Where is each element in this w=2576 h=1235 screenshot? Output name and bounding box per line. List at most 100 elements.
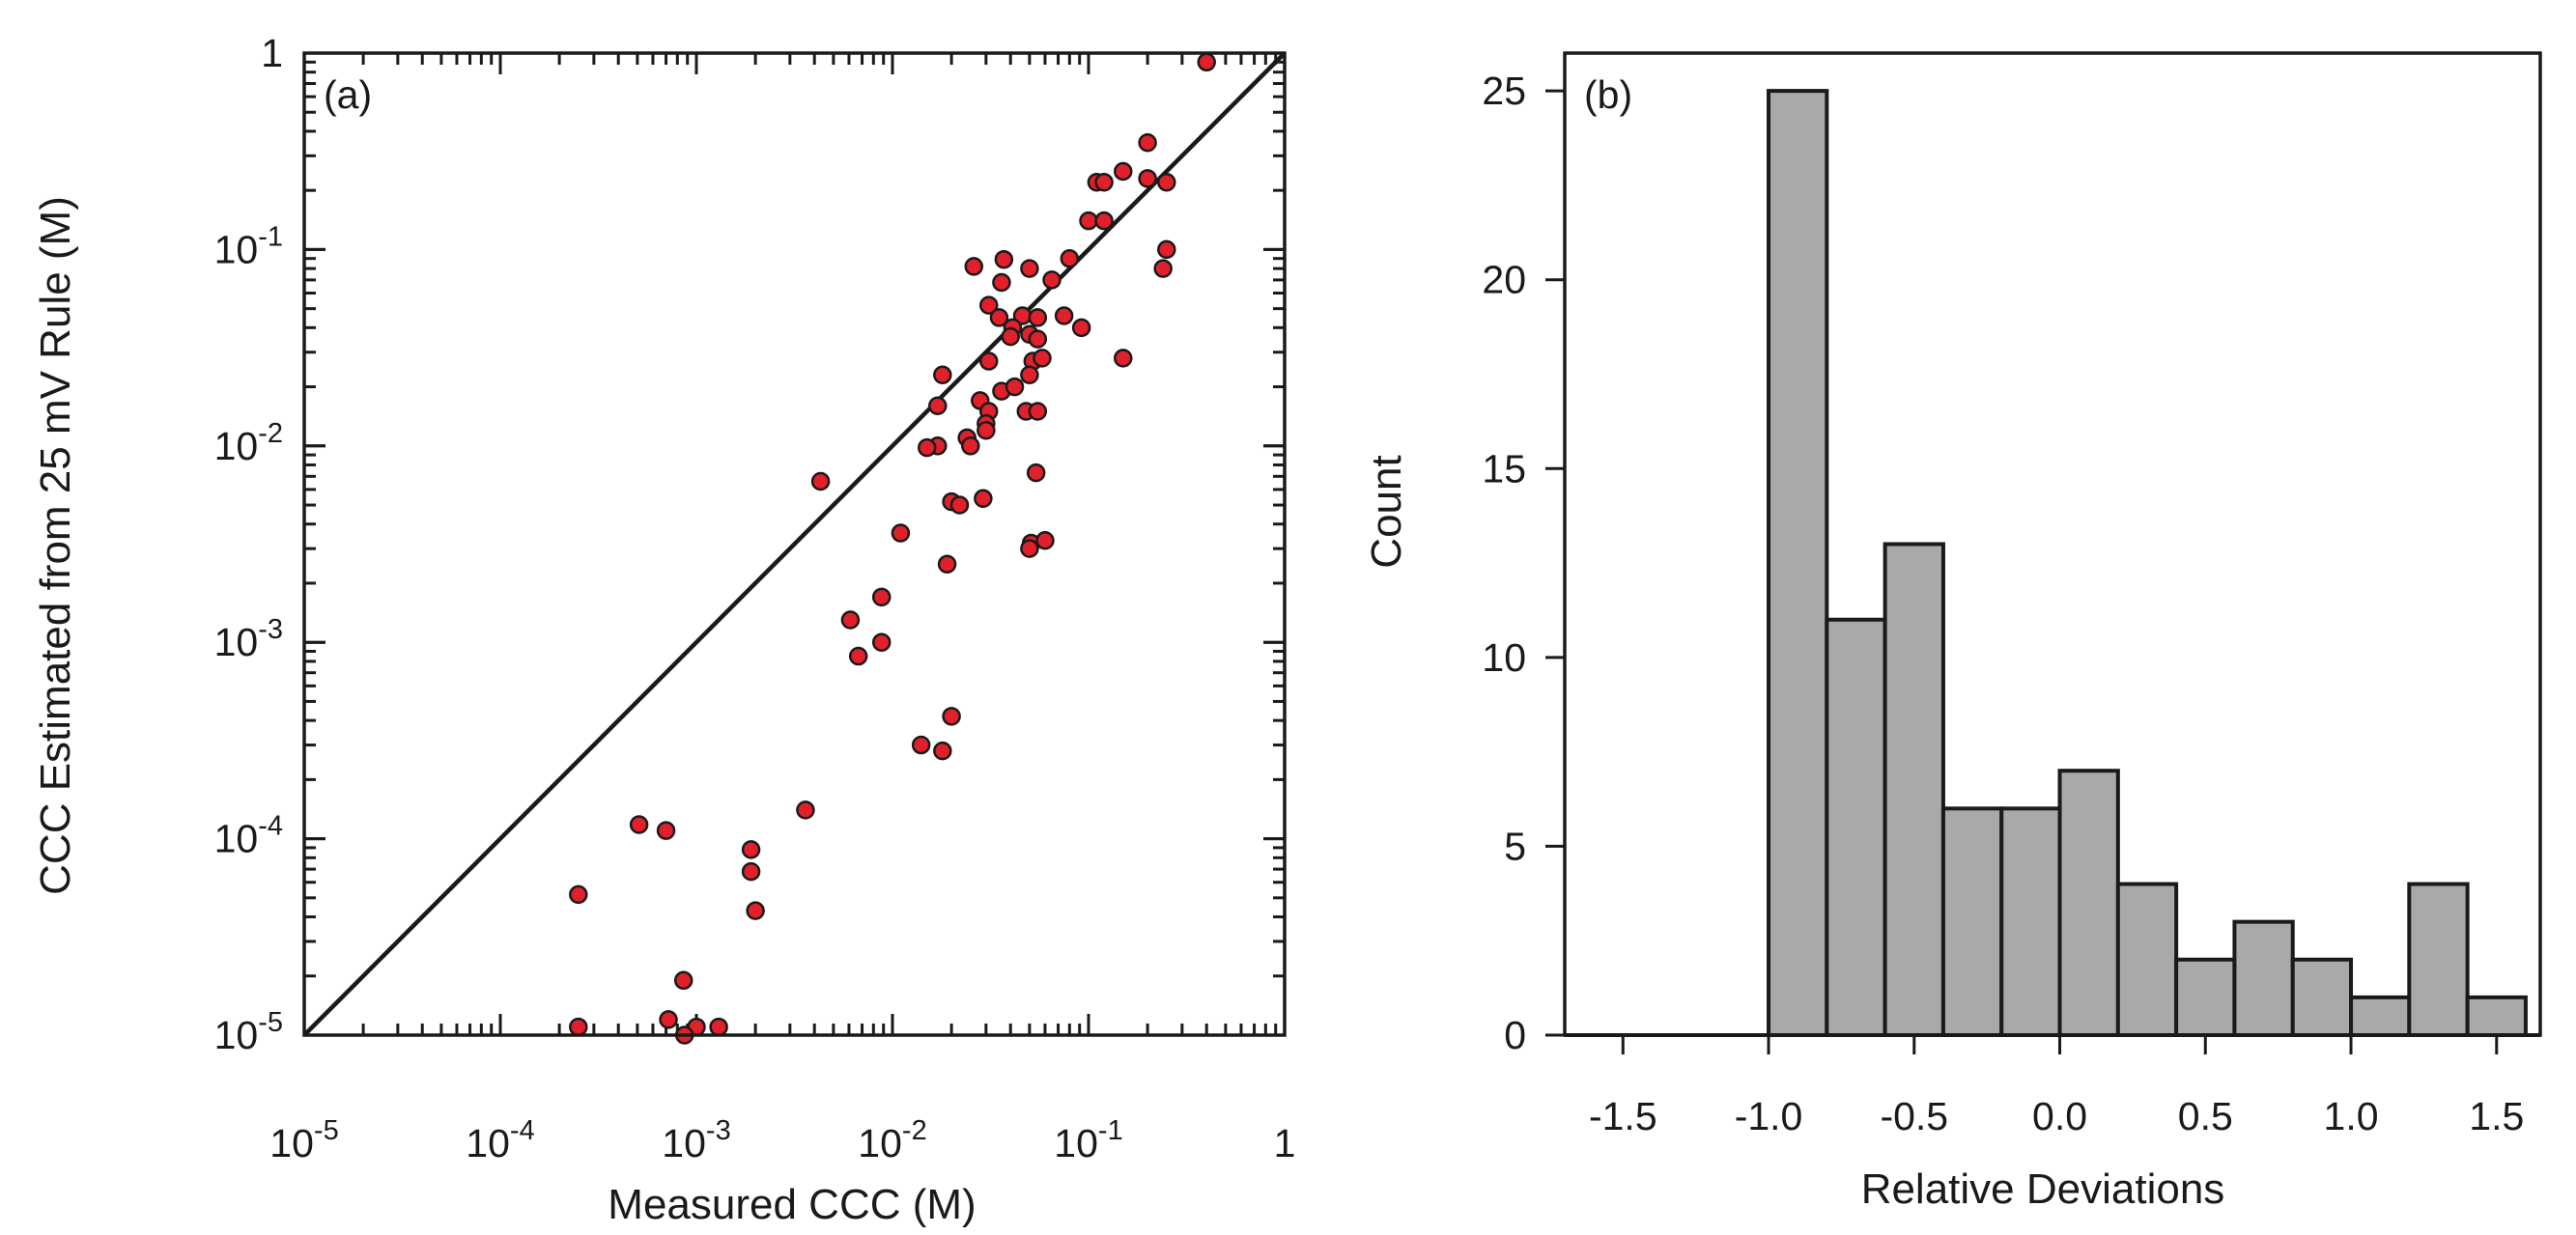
panel-b-x-tick-label: 1.0 [2324,1094,2379,1138]
panel-b-x-tick-label: -0.5 [1880,1094,1948,1138]
data-point [977,420,996,440]
panel-a-x-tick-label: 10-1 [1054,1115,1122,1165]
panel-a-x-tick-label: 1 [1274,1121,1296,1165]
panel-a-y-tick-label-exp: -5 [258,1007,283,1038]
data-point [942,707,961,726]
histogram-bar [2232,919,2295,1038]
panel-a-x-tick-label-base: 10 [1054,1121,1098,1165]
data-point [569,1017,588,1037]
data-point [1094,211,1114,231]
data-point [1028,329,1048,349]
data-point [994,249,1014,269]
panel-a-x-tick-label: 10-2 [858,1115,926,1165]
histogram-bar [1999,806,2062,1037]
data-point [1060,248,1080,268]
data-point [1153,259,1173,278]
data-point [1157,239,1176,260]
panel-b-x-tick-label: 0.0 [2032,1094,2087,1138]
data-point [933,365,952,384]
panel-a-x-tick-label-base: 1 [1274,1121,1296,1165]
histogram-bar [1825,617,1887,1037]
panel-a-y-tick-label-base: 10 [214,424,259,468]
panel-a-x-tick-label-exp: -5 [314,1115,339,1146]
panel-b-frame [1563,51,2542,1037]
data-point [656,821,676,840]
data-point [848,646,868,666]
panel-a-x-axis-label: Measured CCC (M) [608,1181,976,1228]
data-point [1054,306,1074,325]
reference-line-y-equals-x [302,51,1287,1037]
data-point [1020,539,1039,558]
data-point [937,554,957,575]
data-point [1042,270,1062,290]
data-point [1026,463,1046,483]
panel-a-y-tick-label: 1 [261,31,283,75]
panel-b-x-tick-label: 1.5 [2469,1094,2524,1138]
panel-a-y-tick-label: 10-5 [214,1007,283,1057]
histogram-bar [1767,89,1829,1038]
data-point [961,436,980,456]
panel-a-x-tick-label: 10-3 [662,1115,730,1165]
panel-a-y-tick-label-base: 10 [214,227,259,271]
panel-a-y-tick-label-base: 10 [214,817,259,861]
data-point [891,523,911,543]
panel-a-y-tick-label-exp: -3 [258,614,283,645]
data-point [928,396,948,416]
data-point [978,295,999,315]
data-point [1033,349,1052,368]
panel-a-x-tick-label-exp: -2 [902,1115,927,1146]
panel-b-x-tick-label: -1.5 [1589,1094,1657,1138]
panel-b-histogram: (b) Relative Deviations Count -1.5 -1.0 -0… [1363,51,2542,1213]
panel-a-y-tick-label-exp: -2 [258,418,283,449]
data-point [629,815,649,834]
panel-b-y-tick-label: 0 [1504,1013,1526,1057]
panel-b-y-tick-label: 15 [1482,446,1526,491]
panel-a-x-tick-label-exp: -1 [1098,1115,1123,1146]
data-point [1157,173,1176,192]
data-point [974,489,993,508]
panel-b-y-tick-label: 5 [1504,824,1526,868]
histogram-bar [2174,957,2237,1037]
data-point [1113,349,1133,368]
data-point [796,800,815,820]
panel-a-y-tick-label-base: 10 [214,1013,259,1057]
panel-b-x-tick-label: 0.5 [2178,1094,2233,1138]
data-point [1094,173,1114,192]
panel-a-y-tick-label: 10-1 [214,221,283,271]
data-point [871,587,892,607]
panel-a-y-tick-label: 10-2 [214,418,283,468]
data-point [992,272,1011,293]
histogram-bar [2057,769,2120,1037]
data-point [1005,377,1025,397]
data-point [1035,530,1055,550]
data-point [1197,52,1216,72]
panel-b-y-tick-label: 10 [1482,635,1526,680]
panel-a-x-tick-label: 10-5 [269,1115,338,1165]
histogram-bar [2407,882,2470,1037]
histogram-bar [2465,995,2528,1038]
data-point [949,495,970,515]
data-point [989,308,1009,327]
panel-a-y-axis-label: CCC Estimated from 25 mV Rule (M) [32,196,79,895]
data-point [871,632,892,652]
data-point [810,471,831,491]
data-point [933,741,952,761]
panel-b-x-axis-label: Relative Deviations [1861,1165,2225,1213]
panel-b-y-axis-label: Count [1363,455,1410,568]
data-point [569,884,588,905]
data-point [1020,365,1039,384]
panel-a-x-tick-label-exp: -3 [706,1115,731,1146]
panel-a-y-tick-label-base: 10 [214,620,259,664]
data-point [1079,211,1098,231]
data-point [746,901,765,920]
data-point [1113,161,1133,182]
data-point [1138,132,1157,153]
histogram-bar [2115,882,2179,1037]
panel-a-frame [302,51,1287,1037]
panel-a-y-tick-label: 10-4 [214,811,283,861]
data-point [741,840,761,859]
panel-a-x-tick-label-exp: -4 [510,1115,535,1146]
panel-a-y-tick-label: 10-3 [214,614,283,664]
data-point [673,970,694,991]
